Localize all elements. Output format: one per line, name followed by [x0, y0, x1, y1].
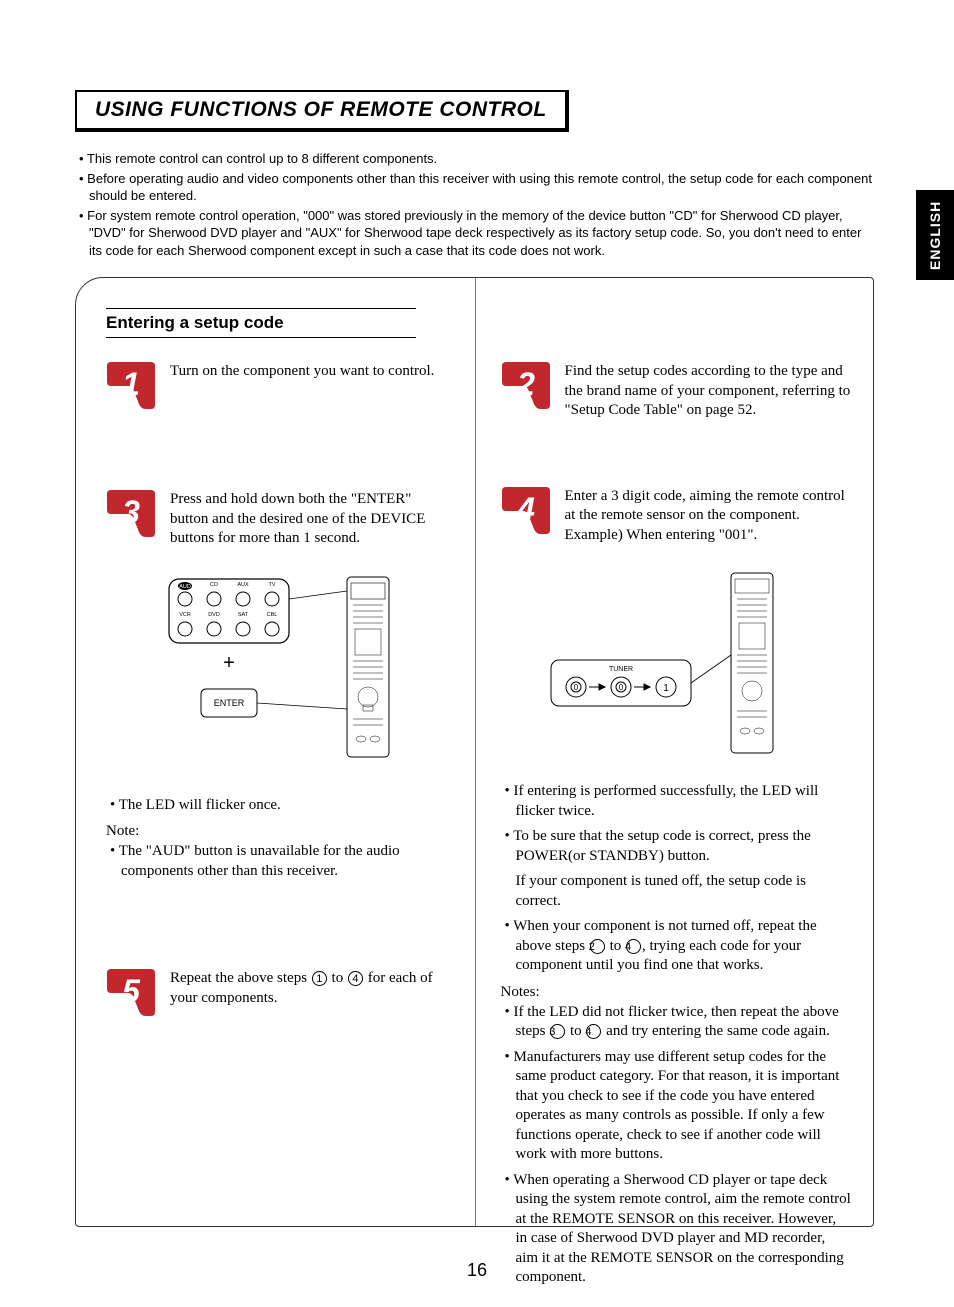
step-4: 4 Enter a 3 digit code, aiming the remot…	[501, 485, 852, 546]
r-bullet-3: • When your component is not turned off,…	[501, 917, 852, 976]
step-4-text: Enter a 3 digit code, aiming the remote …	[565, 485, 852, 546]
step-3-text: Press and hold down both the "ENTER" but…	[170, 488, 453, 549]
note-label: Note:	[106, 823, 453, 840]
step-badge-2: 2	[501, 360, 551, 410]
r-bullet-1: • If entering is performed successfully,…	[501, 782, 852, 821]
step-5-text: Repeat the above steps 1 to 4 for each o…	[170, 967, 453, 1017]
r-bullet-2b: If your component is tuned off, the setu…	[501, 872, 852, 911]
step-badge-3: 3	[106, 488, 156, 538]
svg-text:TV: TV	[269, 582, 276, 588]
svg-text:CBL: CBL	[267, 612, 278, 618]
page-number: 16	[0, 1260, 954, 1281]
step-1: 1 Turn on the component you want to cont…	[106, 360, 453, 410]
svg-text:DVD: DVD	[208, 612, 220, 618]
page-title: USING FUNCTIONS OF REMOTE CONTROL	[75, 90, 569, 132]
right-column: 2 Find the setup codes according to the …	[475, 278, 874, 1226]
svg-text:TUNER: TUNER	[609, 666, 633, 673]
subheading: Entering a setup code	[106, 308, 416, 338]
svg-text:CD: CD	[210, 582, 218, 588]
svg-text:VCR: VCR	[179, 612, 191, 618]
left-note-1: • The LED will flicker once.	[106, 796, 453, 816]
step-2: 2 Find the setup codes according to the …	[501, 360, 852, 421]
intro-bullet: For system remote control operation, "00…	[75, 207, 874, 260]
svg-text:1: 1	[122, 366, 140, 402]
r-note-1: • If the LED did not flicker twice, then…	[501, 1003, 852, 1042]
svg-text:3: 3	[122, 494, 140, 530]
step-5: 5 Repeat the above steps 1 to 4 for each…	[106, 967, 453, 1017]
language-tab: ENGLISH	[916, 190, 954, 280]
intro-bullet: Before operating audio and video compone…	[75, 170, 874, 205]
step-3: 3 Press and hold down both the "ENTER" b…	[106, 488, 453, 549]
steps-panel: Entering a setup code 1 Turn on the comp…	[75, 277, 874, 1227]
svg-text:1: 1	[663, 683, 669, 694]
intro-list: This remote control can control up to 8 …	[75, 150, 874, 259]
left-note-2: • The "AUD" button is unavailable for th…	[106, 842, 453, 881]
svg-text:2: 2	[516, 366, 535, 402]
step-badge-5: 5	[106, 967, 156, 1017]
svg-text:0: 0	[619, 683, 624, 692]
svg-text:4: 4	[516, 491, 535, 527]
svg-text:SAT: SAT	[238, 612, 249, 618]
notes-label: Notes:	[501, 984, 852, 1001]
step-2-text: Find the setup codes according to the ty…	[565, 360, 852, 421]
step-1-text: Turn on the component you want to contro…	[170, 360, 434, 410]
svg-text:+: +	[223, 652, 235, 674]
svg-text:ENTER: ENTER	[214, 698, 245, 708]
intro-bullet: This remote control can control up to 8 …	[75, 150, 874, 168]
svg-text:AUD: AUD	[179, 584, 191, 590]
step-3-diagram: AUD CD AUX TV VCR DVD SAT CBL	[106, 569, 453, 774]
r-bullet-2: • To be sure that the setup code is corr…	[501, 827, 852, 866]
svg-text:5: 5	[122, 973, 141, 1009]
step-4-diagram: TUNER 0 0 1	[501, 565, 852, 760]
left-column: Entering a setup code 1 Turn on the comp…	[76, 278, 475, 1226]
step-badge-1: 1	[106, 360, 156, 410]
svg-text:AUX: AUX	[238, 582, 250, 588]
step-badge-4: 4	[501, 485, 551, 535]
r-note-2: • Manufacturers may use different setup …	[501, 1048, 852, 1165]
svg-text:0: 0	[574, 683, 579, 692]
